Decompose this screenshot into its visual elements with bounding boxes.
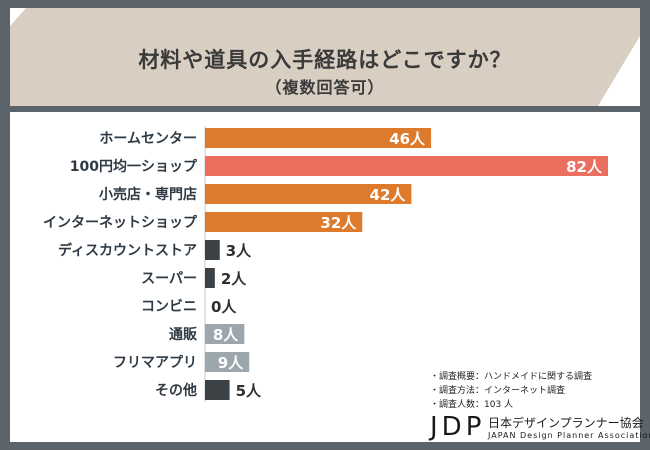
value-label: 5人 xyxy=(236,382,262,400)
bar xyxy=(205,128,432,148)
chart-card: 材料や道具の入手経路はどこですか？ （複数回答可） ホームセンター 46人 100円… xyxy=(10,8,650,442)
category-label: スーパー xyxy=(141,271,197,287)
bar xyxy=(205,324,245,344)
value-label: 46人 xyxy=(389,130,426,148)
logo-mark: JDP xyxy=(430,412,486,442)
category-label: 100円均一ショップ xyxy=(70,158,198,175)
category-label: 小売店・専門店 xyxy=(99,186,197,203)
bar xyxy=(205,268,215,288)
logo-name-jp: 日本デザインプランナー協会 xyxy=(488,416,644,430)
category-label: 通販 xyxy=(169,326,198,343)
chart-title: 材料や道具の入手経路はどこですか？ xyxy=(138,48,512,72)
survey-method: ・調査方法：インターネット調査 xyxy=(430,386,566,396)
jdp-logo: JDP 日本デザインプランナー協会 JAPAN Design Planner A… xyxy=(430,412,650,446)
value-label: 3人 xyxy=(226,242,252,260)
value-label: 9人 xyxy=(218,354,244,372)
value-label: 82人 xyxy=(566,158,603,176)
title-stripe xyxy=(10,106,640,112)
bar xyxy=(205,380,230,400)
chart-subtitle: （複数回答可） xyxy=(265,78,385,97)
bar xyxy=(205,240,220,260)
category-label: その他 xyxy=(155,382,197,399)
bar xyxy=(205,156,608,176)
category-label: ディスカウントストア xyxy=(58,242,197,259)
bar xyxy=(205,184,412,204)
category-label: コンビニ xyxy=(141,299,197,315)
survey-count: ・調査人数：103 人 xyxy=(430,400,514,410)
bar xyxy=(205,212,363,232)
value-label: 0人 xyxy=(211,298,237,316)
category-label: ホームセンター xyxy=(99,131,197,147)
value-label: 42人 xyxy=(370,186,407,204)
value-label: 2人 xyxy=(221,270,247,288)
logo-name-en: JAPAN Design Planner Association xyxy=(488,431,650,440)
bar xyxy=(205,352,250,372)
title-band xyxy=(10,8,640,106)
category-label: インターネットショップ xyxy=(43,215,198,231)
category-label: フリマアプリ xyxy=(113,355,197,371)
survey-info: ・調査概要：ハンドメイドに関する調査 ・調査方法：インターネット調査 ・調査人数… xyxy=(430,370,592,412)
survey-summary: ・調査概要：ハンドメイドに関する調査 xyxy=(430,372,593,382)
value-label: 32人 xyxy=(320,214,357,232)
value-label: 8人 xyxy=(213,326,239,344)
